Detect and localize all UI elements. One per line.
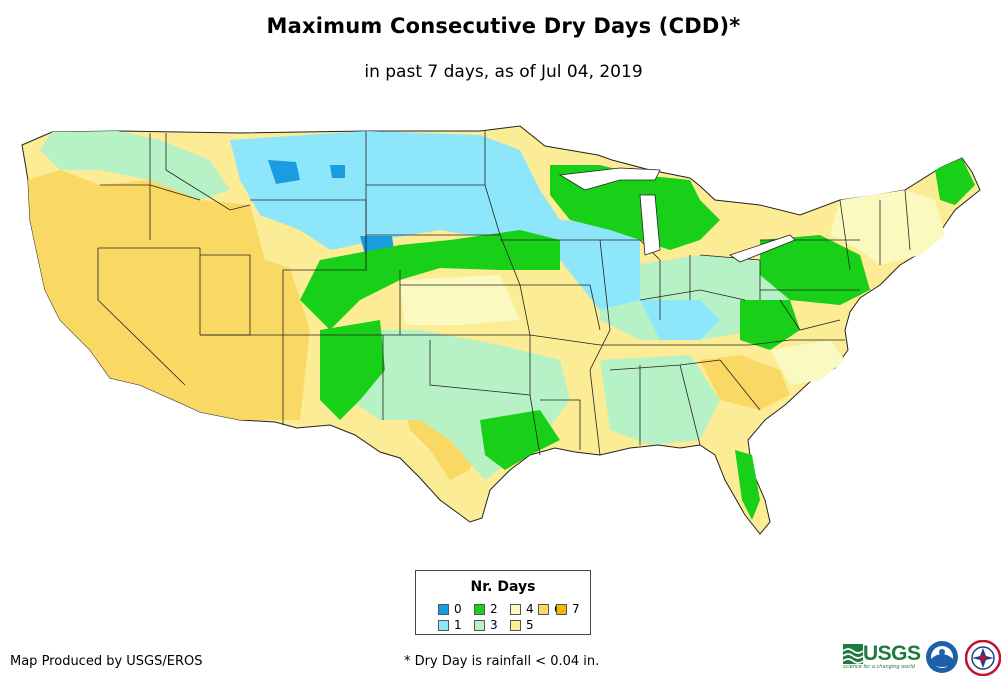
legend: Nr. Days 0 1 2 3 4 5 6 7 (415, 570, 591, 635)
lake-erie (729, 234, 796, 263)
region-3-days-northwest (40, 131, 230, 200)
region-2-days-northeast (760, 235, 870, 305)
legend-item-0: 0 (438, 602, 462, 616)
region-4-days-kansas (400, 275, 520, 325)
legend-swatch-7 (556, 603, 567, 615)
legend-item-2: 2 (474, 602, 498, 616)
region-2-days-florida (735, 450, 760, 520)
map-title: Maximum Consecutive Dry Days (CDD)* (266, 14, 741, 38)
map-subtitle: in past 7 days, as of Jul 04, 2019 (364, 62, 643, 82)
region-2-days-appalachia (740, 300, 800, 350)
region-2-days-maine (935, 158, 975, 205)
legend-item-7: 7 (556, 602, 580, 616)
region-3-days-southeast (600, 355, 720, 445)
legend-swatch-6 (538, 603, 549, 615)
region-0-days-montana (268, 160, 300, 184)
legend-label-2: 2 (490, 602, 498, 616)
legend-swatch-0 (438, 603, 449, 615)
usgs-wave-icon (843, 644, 863, 664)
legend-label-7: 7 (572, 602, 580, 616)
us-cdd-map (21, 125, 981, 535)
region-6-days-west (28, 170, 310, 420)
legend-swatch-1 (438, 619, 449, 631)
lake-michigan (639, 194, 661, 256)
legend-item-3: 3 (474, 618, 498, 632)
region-4-days-carolinas (770, 340, 845, 385)
legend-title: Nr. Days (470, 579, 536, 595)
legend-label-4: 4 (526, 602, 534, 616)
usgs-tagline: science for a changing world (843, 664, 915, 670)
region-0-days-dakota (330, 165, 345, 178)
legend-swatch-5 (510, 619, 521, 631)
legend-label-5: 5 (526, 618, 534, 632)
legend-label-3: 3 (490, 618, 498, 632)
legend-item-5: 5 (510, 618, 534, 632)
region-6-days-southeast (700, 355, 790, 410)
legend-swatch-3 (474, 619, 485, 631)
legend-swatch-2 (474, 603, 485, 615)
noaa-logo-icon (926, 641, 958, 673)
region-2-days-new-mexico (320, 320, 385, 420)
region-2-days-gulf (480, 410, 560, 470)
legend-item-1: 1 (438, 618, 462, 632)
legend-swatch-4 (510, 603, 521, 615)
state-boundaries (97, 131, 911, 456)
nws-logo-icon (965, 640, 1001, 676)
lake-superior (558, 167, 661, 191)
legend-label-1: 1 (454, 618, 462, 632)
legend-label-0: 0 (454, 602, 462, 616)
usgs-logo: USGS (843, 642, 921, 665)
region-2-days-central (300, 230, 560, 330)
legend-item-4: 4 (510, 602, 534, 616)
conus-landmass (21, 125, 981, 535)
dry-day-footnote: * Dry Day is rainfall < 0.04 in. (404, 654, 600, 669)
usgs-wordmark: USGS (863, 642, 921, 665)
agency-logos: USGS science for a changing world (843, 640, 1003, 676)
region-4-days-new-england (830, 190, 945, 265)
producer-credit: Map Produced by USGS/EROS (10, 654, 203, 669)
